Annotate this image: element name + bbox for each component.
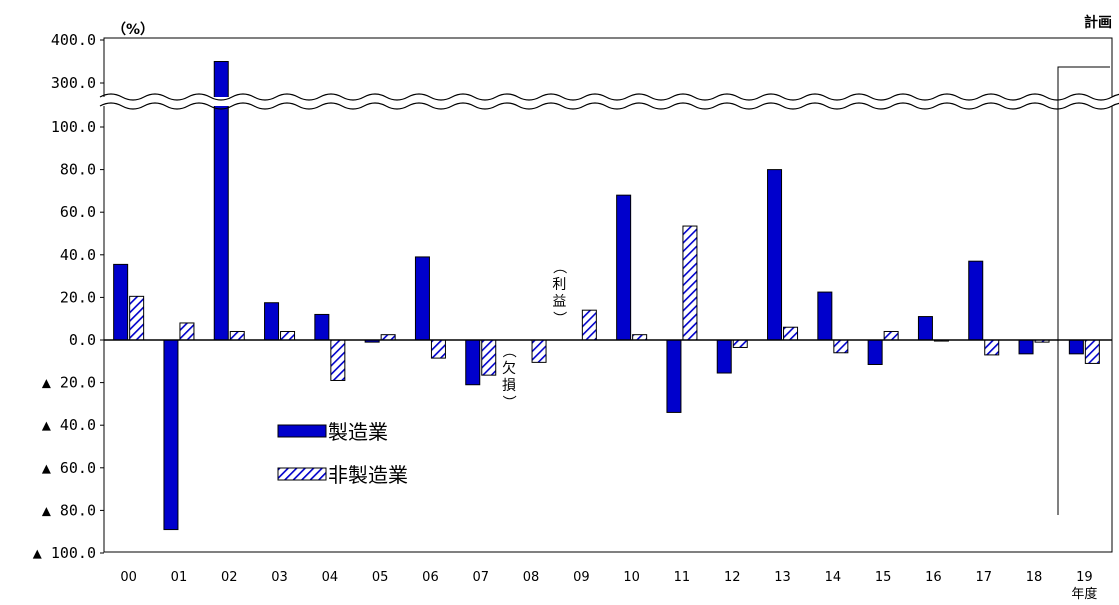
- annotation-profit-char: 益: [552, 294, 566, 310]
- y-tick-label: 80.0: [60, 161, 96, 179]
- annotation-loss-char: 損: [502, 378, 516, 394]
- y-tick-label: 400.0: [51, 31, 96, 49]
- bar-manufacturing-04: [314, 313, 330, 341]
- bar-manufacturing-14: [817, 291, 833, 341]
- bar-non-manufacturing-04: [330, 339, 346, 381]
- axis-break-band: [98, 97, 1118, 106]
- bar-manufacturing-03: [264, 302, 280, 341]
- x-tick-label: 09: [573, 570, 590, 585]
- legend-swatch-non-manufacturing: [277, 467, 327, 481]
- bar-non-manufacturing-02: [229, 330, 245, 341]
- bar-non-manufacturing-01: [179, 322, 195, 341]
- annotation-loss-char: ）: [500, 395, 516, 409]
- bar-non-manufacturing-08: [531, 339, 547, 363]
- bar-non-manufacturing-05: [380, 334, 396, 341]
- bar-manufacturing-16: [917, 316, 933, 341]
- bar-non-manufacturing-10: [632, 334, 648, 341]
- y-tick-label: 60.0: [60, 203, 96, 221]
- x-tick-label: 18: [1026, 570, 1043, 585]
- bar-non-manufacturing-13: [783, 326, 799, 341]
- annotation-loss-char: 欠: [502, 361, 516, 377]
- y-tick-label: 40.0: [60, 246, 96, 264]
- y-tick-label: ▲ 60.0: [42, 459, 96, 477]
- bar-non-manufacturing-03: [280, 330, 296, 341]
- bar-manufacturing-11: [666, 339, 682, 413]
- x-tick-label: 13: [774, 570, 791, 585]
- x-tick-label: 12: [724, 570, 741, 585]
- x-tick-label: 10: [623, 570, 640, 585]
- annotation-profit-char: ）: [550, 311, 566, 325]
- y-tick-label: ▲ 20.0: [42, 374, 96, 392]
- x-tick-label: 08: [523, 570, 540, 585]
- bar-non-manufacturing-14: [833, 339, 849, 354]
- plan-label: 計画: [1084, 14, 1112, 31]
- x-tick-label: 14: [825, 570, 842, 585]
- plan-bracket: [1057, 66, 1110, 515]
- bar-non-manufacturing-11: [682, 225, 698, 341]
- y-tick-label: 100.0: [51, 118, 96, 136]
- x-tick-label: 00: [120, 570, 137, 585]
- bar-non-manufacturing-19: [1084, 339, 1100, 364]
- unit-label: （%）: [112, 22, 154, 38]
- bar-manufacturing-17: [968, 260, 984, 341]
- x-tick-label: 02: [221, 570, 238, 585]
- bar-manufacturing-07: [465, 339, 481, 386]
- x-tick-label: 05: [372, 570, 389, 585]
- x-tick-label: 04: [322, 570, 339, 585]
- plot-area: [103, 37, 1113, 553]
- x-tick-label: 01: [171, 570, 188, 585]
- x-axis-label: 年度: [1071, 586, 1097, 602]
- bar-non-manufacturing-15: [883, 330, 899, 341]
- annotation-profit-char: 利: [552, 277, 566, 293]
- annotation-loss-char: （: [500, 344, 516, 358]
- bar-manufacturing-18: [1018, 339, 1034, 355]
- y-tick-label: 0.0: [69, 331, 96, 349]
- x-tick-label: 11: [674, 570, 691, 585]
- bar-manufacturing-01: [163, 339, 179, 531]
- annotation-profit-char: （: [550, 260, 566, 274]
- y-tick-label: 20.0: [60, 288, 96, 306]
- x-tick-label: 06: [422, 570, 439, 585]
- bar-non-manufacturing-09: [581, 309, 597, 341]
- bar-non-manufacturing-17: [984, 339, 1000, 356]
- bar-manufacturing-12: [716, 339, 732, 374]
- bar-manufacturing-13: [767, 169, 783, 341]
- legend-label-non-manufacturing: 非製造業: [328, 463, 408, 487]
- bar-non-manufacturing-06: [430, 339, 446, 359]
- bar-non-manufacturing-12: [732, 339, 748, 348]
- axis-break-wave-bottom: [99, 102, 1119, 110]
- bar-manufacturing-00: [113, 263, 129, 341]
- x-tick-label: 03: [271, 570, 288, 585]
- bar-manufacturing-06: [414, 256, 430, 341]
- bar-non-manufacturing-07: [481, 339, 497, 376]
- y-tick-label: 300.0: [51, 74, 96, 92]
- bar-manufacturing-19: [1068, 339, 1084, 355]
- x-tick-label: 17: [975, 570, 992, 585]
- legend-label-manufacturing: 製造業: [328, 420, 388, 444]
- legend-swatch-manufacturing: [277, 424, 327, 438]
- y-tick-label: ▲ 80.0: [42, 501, 96, 519]
- x-tick-label: 16: [925, 570, 942, 585]
- y-tick-label: ▲ 100.0: [33, 544, 96, 562]
- x-tick-label: 15: [875, 570, 892, 585]
- y-tick-label: ▲ 40.0: [42, 416, 96, 434]
- bar-non-manufacturing-00: [129, 295, 145, 341]
- bar-manufacturing-10: [616, 194, 632, 341]
- x-tick-label: 07: [472, 570, 489, 585]
- bar-manufacturing-15: [867, 339, 883, 365]
- axis-break-wave-top: [99, 93, 1119, 101]
- x-tick-label: 19: [1076, 570, 1093, 585]
